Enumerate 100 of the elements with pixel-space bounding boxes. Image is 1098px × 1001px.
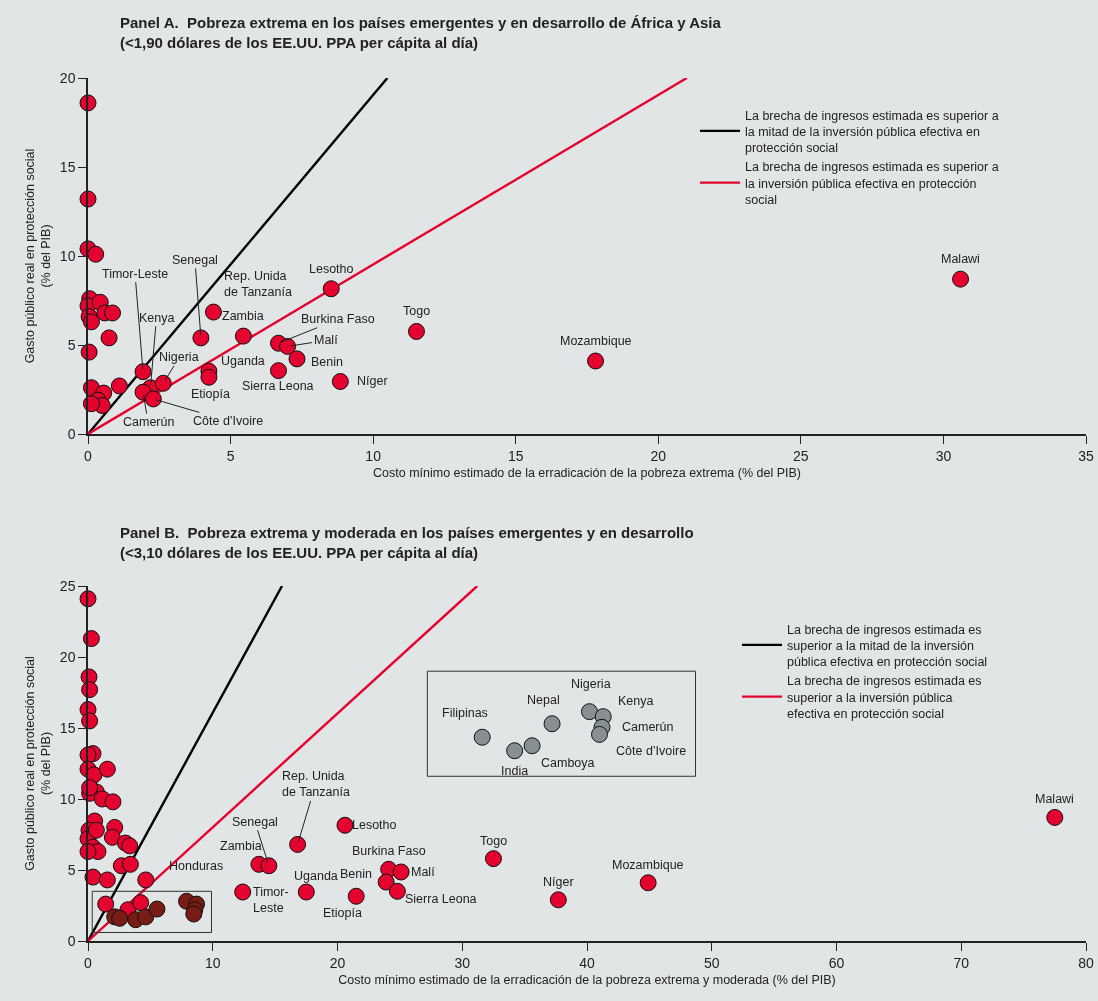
point: [234, 883, 252, 901]
point: [121, 837, 139, 855]
y-tick-label: 10: [59, 247, 76, 264]
x-tick-label: 10: [204, 954, 221, 971]
y-tick-label: 20: [59, 69, 76, 86]
point: [98, 760, 116, 778]
annotation: Timor-Leste: [102, 267, 169, 281]
point: [97, 895, 115, 913]
chart-title: Panel A. Pobreza extrema en los países emergentes y en desarrollo de África y Asia (<1,90 dólares de los EE.UU. PPA per cápita al día): [120, 14, 722, 51]
point: [331, 372, 349, 390]
x-tick-label: 25: [793, 447, 809, 464]
annotation: Etiopía: [323, 906, 362, 920]
point: [392, 863, 410, 881]
point: [98, 871, 116, 889]
annotation: Camerún: [622, 720, 674, 734]
annotation: Rep. Unida de Tanzanía: [224, 269, 292, 300]
y-tick-label: 15: [59, 158, 76, 175]
point: [322, 280, 340, 298]
annotation: Uganda: [221, 354, 265, 368]
point: [148, 900, 166, 918]
y-tick-label: 5: [67, 336, 76, 353]
point: [587, 352, 605, 370]
y-axis-title: Gasto público real en protección social (% del PIB): [23, 148, 54, 364]
point: [87, 821, 105, 839]
annotation: Malawi: [941, 252, 980, 266]
point: [523, 737, 541, 755]
annotation: Níger: [357, 374, 388, 388]
x-tick-label: 30: [935, 447, 952, 464]
point: [200, 368, 218, 386]
point: [506, 742, 524, 760]
point: [388, 882, 406, 900]
point: [952, 270, 970, 288]
point: [104, 793, 122, 811]
point: [590, 725, 608, 743]
annotation: Nepal: [527, 693, 560, 707]
y-axis-title: Gasto público real en protección social (% del PIB): [23, 656, 54, 871]
point: [377, 873, 395, 891]
point: [1046, 808, 1064, 826]
point: [204, 303, 222, 321]
x-tick-label: 50: [703, 954, 720, 971]
point: [639, 874, 657, 892]
annotation: Camerún: [123, 415, 175, 429]
point: [288, 350, 306, 368]
annotation: Lesotho: [309, 262, 354, 276]
annotation: Togo: [403, 304, 431, 318]
annotation: Sierra Leona: [405, 892, 477, 906]
annotation: Timor- Leste: [253, 885, 289, 916]
annotation: Filipinas: [442, 706, 488, 720]
annotation: Côte d’Ivoire: [193, 414, 264, 428]
point: [87, 245, 105, 263]
annotation: Rep. Unida de Tanzanía: [282, 769, 350, 800]
annotation: Honduras: [169, 859, 224, 873]
y-tick-label: 20: [59, 648, 76, 665]
point: [260, 857, 278, 875]
legend-label: La brecha de ingresos estimada es superior a la mitad de la inversión pública efectiva en protección social: [787, 622, 988, 669]
annotation: Nigeria: [571, 677, 611, 691]
point: [132, 894, 150, 912]
x-tick-label: 5: [226, 447, 235, 464]
x-tick-label: 0: [84, 447, 93, 464]
point: [144, 390, 162, 408]
annotation: Malí: [314, 333, 339, 347]
annotation: Zambia: [222, 309, 264, 323]
point: [103, 828, 121, 846]
point: [104, 304, 122, 322]
point: [137, 908, 155, 926]
annotation: India: [501, 764, 529, 778]
x-tick-label: 70: [953, 954, 970, 971]
x-tick-label: 40: [579, 954, 595, 971]
legend-label: La brecha de ingresos estimada es superior a la mitad de la inversión pública efectiva en protección social: [745, 108, 999, 155]
chart-title: Panel B. Pobreza extrema y moderada en los países emergentes y en desarrollo (<3,10 dólares de los EE.UU. PPA per cápita al día): [120, 524, 694, 561]
point: [297, 883, 315, 901]
point: [549, 891, 567, 909]
point: [581, 703, 598, 721]
point: [82, 395, 100, 413]
annotation: Kenya: [618, 694, 654, 708]
point: [407, 322, 425, 340]
y-tick-label: 5: [67, 861, 76, 878]
annotation: Kenya: [139, 311, 175, 325]
x-tick-label: 80: [1078, 954, 1094, 971]
y-tick-label: 0: [67, 932, 76, 949]
x-tick-label: 20: [329, 954, 346, 971]
y-tick-label: 10: [59, 790, 76, 807]
x-tick-label: 60: [828, 954, 845, 971]
annotation: Senegal: [172, 253, 218, 267]
annotation: Etiopía: [191, 387, 230, 401]
annotation: Lesotho: [352, 818, 397, 832]
point: [154, 374, 172, 392]
annotation: Mozambique: [612, 858, 684, 872]
annotation: Mozambique: [560, 334, 632, 348]
x-axis-title: Costo mínimo estimado de la erradicación de la pobreza extrema y moderada (% del PIB): [338, 973, 836, 988]
annotation: Burkina Faso: [301, 312, 375, 326]
y-tick-label: 15: [59, 719, 76, 736]
annotation: Benin: [311, 355, 344, 369]
point: [289, 835, 307, 853]
annotation: Níger: [543, 875, 574, 889]
annotation: Malí: [411, 865, 436, 879]
point: [100, 329, 118, 347]
legend-label: La brecha de ingresos estimada es superior a la inversión pública efectiva en protección social: [787, 674, 982, 721]
point: [234, 327, 252, 345]
annotation: Uganda: [294, 869, 338, 883]
